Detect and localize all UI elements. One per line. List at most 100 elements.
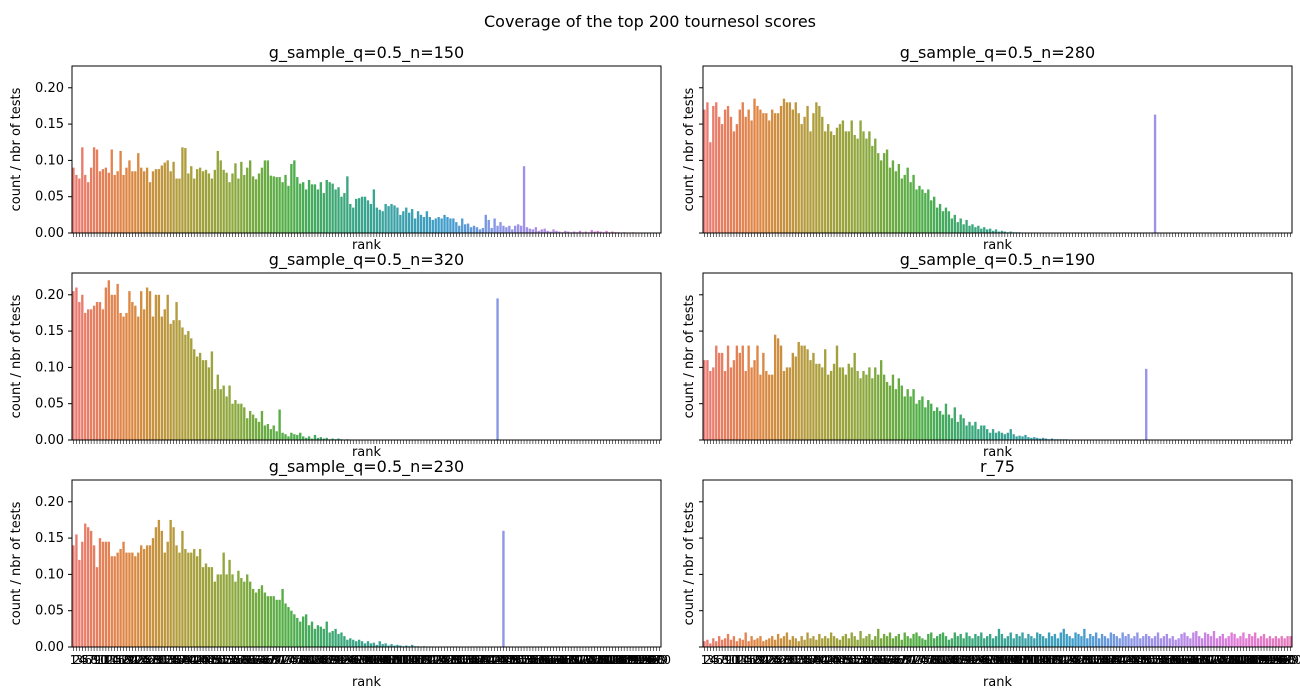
bar — [747, 345, 750, 440]
x-tick-label: 45 — [195, 653, 210, 667]
bar — [1218, 636, 1222, 647]
bar — [113, 556, 116, 647]
x-tick-label: 193 — [1258, 653, 1281, 667]
x-tick-label: 31 — [785, 653, 800, 667]
bar — [184, 548, 187, 647]
bar — [776, 338, 780, 440]
bar — [1047, 632, 1051, 647]
bar — [744, 632, 747, 647]
bar — [157, 519, 161, 647]
x-tick-label: 152 — [507, 653, 530, 667]
x-tick-label: 173 — [1200, 653, 1223, 667]
x-tick-label: 48 — [204, 653, 219, 667]
x-tick-label: 100 — [354, 653, 377, 667]
bar — [756, 345, 759, 440]
bar — [110, 294, 113, 440]
x-tick-label: 129 — [439, 653, 462, 667]
bar — [349, 203, 352, 233]
bar — [829, 131, 833, 233]
bar — [204, 563, 208, 647]
bar — [1209, 636, 1213, 647]
bar — [284, 174, 287, 233]
bar — [89, 309, 93, 440]
bar — [116, 552, 119, 647]
bar — [508, 225, 511, 233]
x-tick-label: 172 — [1197, 653, 1220, 667]
x-tick-label: 187 — [610, 653, 633, 667]
x-tick-label: 128 — [436, 653, 459, 667]
bar — [531, 229, 535, 233]
bar — [246, 574, 249, 647]
bar — [753, 98, 756, 233]
x-tick-label: 130 — [442, 653, 465, 667]
bar — [894, 389, 898, 440]
bar — [363, 643, 367, 647]
bar — [101, 309, 105, 440]
bar — [1036, 632, 1039, 647]
x-tick-label: 124 — [1055, 653, 1078, 667]
x-tick-label: 127 — [433, 653, 456, 667]
bar — [190, 552, 193, 647]
bar — [753, 639, 756, 647]
x-tick-label: 44 — [192, 653, 207, 667]
x-tick-label: 55 — [225, 653, 240, 667]
chart-panel-1: g_sample_q=0.5_n=150 0.00 0.05 0.10 0.15 0.20… — [9, 43, 662, 253]
x-tick-label: 75 — [284, 653, 299, 667]
bar — [399, 645, 402, 647]
x-tick-label: 133 — [451, 653, 474, 667]
x-tick-label: 182 — [1226, 653, 1249, 667]
x-tick-label: 115 — [398, 653, 421, 667]
bar — [328, 632, 331, 647]
bar — [1174, 639, 1177, 647]
bar — [709, 643, 712, 647]
bar — [1165, 633, 1169, 647]
bar — [393, 645, 396, 647]
bar — [1245, 638, 1248, 647]
bar — [125, 167, 128, 233]
bar — [225, 396, 228, 440]
bar — [1192, 632, 1195, 647]
x-tick-label: 164 — [542, 653, 565, 667]
bar — [84, 523, 87, 647]
bar — [1006, 636, 1009, 647]
bar — [487, 219, 490, 233]
bar — [924, 193, 927, 233]
bar — [838, 367, 842, 440]
bar — [826, 374, 830, 440]
bar — [89, 530, 93, 647]
x-tick-label: 19 — [119, 653, 134, 667]
x-tick-label: 175 — [574, 653, 597, 667]
x-tick-label: 137 — [463, 653, 486, 667]
bar — [281, 588, 284, 647]
bar — [856, 371, 859, 440]
bar — [1112, 633, 1116, 647]
bar — [463, 224, 467, 233]
bar — [198, 352, 202, 440]
x-tick-label: 181 — [592, 653, 615, 667]
y-axis-label: count / nbr of tests — [682, 87, 697, 211]
bar — [723, 638, 727, 647]
bar — [962, 224, 965, 233]
bar — [357, 198, 361, 233]
bar — [405, 207, 408, 233]
bar — [918, 185, 921, 233]
bar — [921, 638, 924, 647]
x-tick-label: 183 — [1229, 653, 1252, 667]
bar — [564, 230, 567, 233]
bar — [1280, 636, 1283, 647]
x-tick-label: 94 — [340, 653, 355, 667]
x-tick-label: 152 — [1138, 653, 1161, 667]
bar — [163, 162, 166, 233]
bar — [266, 424, 270, 440]
bar — [307, 180, 311, 233]
bar — [184, 148, 187, 233]
x-tick-label: 23 — [131, 653, 146, 667]
bar — [461, 218, 464, 233]
bar — [281, 432, 284, 440]
bar — [231, 403, 234, 440]
bar — [511, 229, 514, 233]
bar — [1053, 633, 1057, 647]
bar — [882, 153, 886, 233]
bar — [785, 632, 789, 647]
bar — [715, 345, 718, 440]
